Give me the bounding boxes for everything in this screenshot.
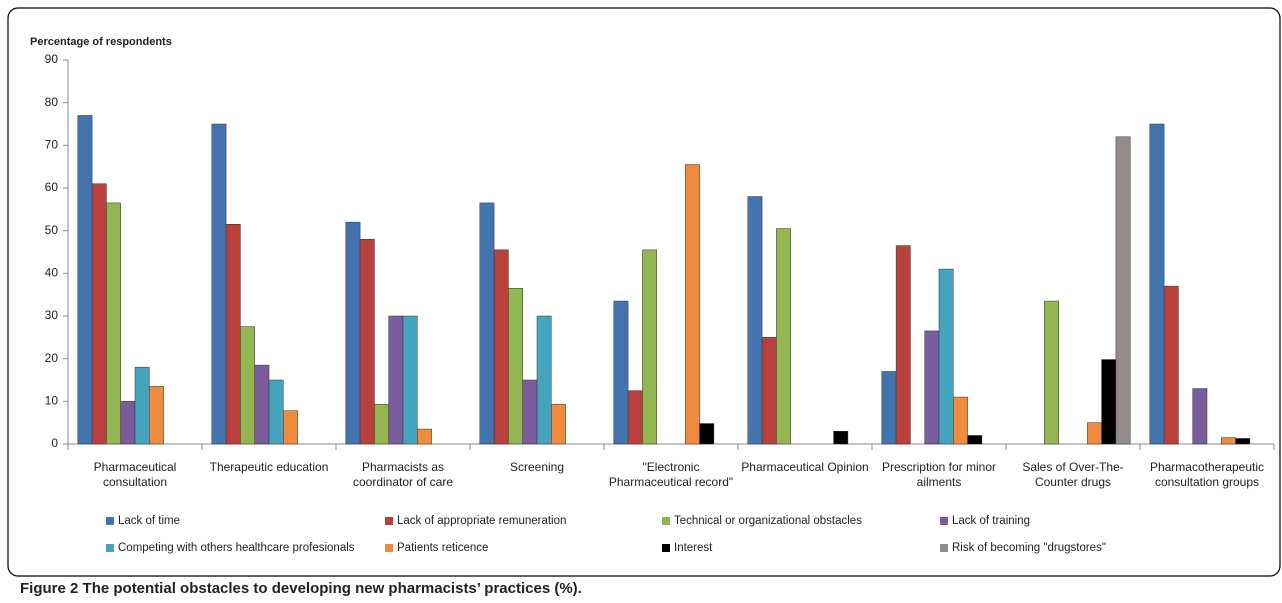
bar <box>77 115 93 445</box>
bar <box>642 249 657 445</box>
x-tick-label: Sales of Over-The-Counter drugs <box>1022 460 1124 489</box>
bar <box>211 123 227 445</box>
legend-swatch <box>106 544 114 552</box>
legend-label: Lack of time <box>118 515 180 527</box>
legend-label: Risk of becoming "drugstores" <box>952 542 1106 554</box>
legend-swatch <box>106 517 114 525</box>
bar <box>1149 123 1165 445</box>
bar <box>1235 438 1251 445</box>
bar <box>1115 136 1131 445</box>
x-tick-label: "Electronic Pharmaceutical record" <box>608 460 734 489</box>
y-tick-label: 90 <box>45 52 59 66</box>
x-tick-label: Pharmaceutical consultation <box>93 460 177 489</box>
y-tick-label: 70 <box>45 138 59 152</box>
x-tick-label: Therapeutic education <box>209 460 329 474</box>
bar <box>268 379 284 445</box>
legend-label: Technical or organizational obstacles <box>674 515 862 527</box>
caption-label: Figure 2 <box>20 580 79 597</box>
legend-swatch <box>940 544 948 552</box>
bar <box>254 364 270 445</box>
x-tick-label: Prescription for minor ailments <box>881 460 997 489</box>
x-tick-label: Pharmaceutical Opinion <box>741 460 869 474</box>
legend-label: Competing with others healthcare profesi… <box>118 542 355 554</box>
bar <box>685 164 700 445</box>
x-tick-label: Pharmacotherapeutic consultation groups <box>1149 460 1265 489</box>
y-axis-label: Percentage of respondents <box>30 36 172 48</box>
bar <box>402 315 418 445</box>
bar <box>833 430 849 445</box>
legend-label: Lack of training <box>952 515 1030 527</box>
bar <box>613 300 629 445</box>
bar <box>699 423 715 445</box>
y-tick-label: 80 <box>45 95 59 109</box>
legend-swatch <box>662 517 670 525</box>
bar <box>627 390 643 445</box>
bar <box>895 245 911 445</box>
bar <box>374 404 389 445</box>
bar <box>1221 437 1236 445</box>
bar <box>776 228 791 445</box>
y-tick-label: 20 <box>45 351 59 365</box>
bar <box>953 396 968 445</box>
legend-label: Patients reticence <box>397 542 488 554</box>
bar <box>417 428 432 445</box>
legend-label: Lack of appropriate remuneration <box>397 515 566 527</box>
y-tick-label: 50 <box>45 223 59 237</box>
bar <box>120 401 136 445</box>
bar <box>536 315 552 445</box>
bar <box>1087 422 1102 445</box>
y-tick-label: 10 <box>45 394 59 408</box>
x-tick-label: Screening <box>509 460 565 474</box>
bar <box>761 337 777 445</box>
bar <box>938 268 954 445</box>
bar <box>359 238 375 445</box>
bar <box>1101 359 1117 445</box>
bar <box>106 202 121 445</box>
bar <box>493 249 509 445</box>
bar <box>1192 388 1208 445</box>
bar <box>479 202 495 445</box>
bar <box>225 224 241 445</box>
caption: Figure 2 The potential obstacles to deve… <box>20 580 582 597</box>
legend-swatch <box>662 544 670 552</box>
legend-label: Interest <box>674 542 713 554</box>
bar <box>881 371 897 445</box>
bar <box>967 435 983 445</box>
bar <box>240 326 255 445</box>
bar <box>551 404 566 445</box>
bar <box>388 315 404 445</box>
x-tick-label: Pharmacists as coordinator of care <box>352 460 454 489</box>
bar <box>149 386 164 445</box>
bar <box>283 410 298 445</box>
legend-swatch <box>940 517 948 525</box>
y-tick-label: 60 <box>45 180 59 194</box>
y-tick-label: 0 <box>51 436 58 450</box>
y-tick-label: 40 <box>45 266 59 280</box>
bar <box>134 366 150 445</box>
bar <box>522 379 538 445</box>
bar <box>924 330 940 445</box>
legend-swatch <box>385 517 393 525</box>
bar <box>345 221 361 445</box>
y-tick-label: 30 <box>45 308 59 322</box>
caption-text: The potential obstacles to developing ne… <box>82 580 582 597</box>
bar <box>508 288 523 445</box>
bar <box>747 196 763 445</box>
bar <box>91 183 107 445</box>
bar <box>1163 285 1179 445</box>
bar <box>1044 300 1059 445</box>
legend-swatch <box>385 544 393 552</box>
